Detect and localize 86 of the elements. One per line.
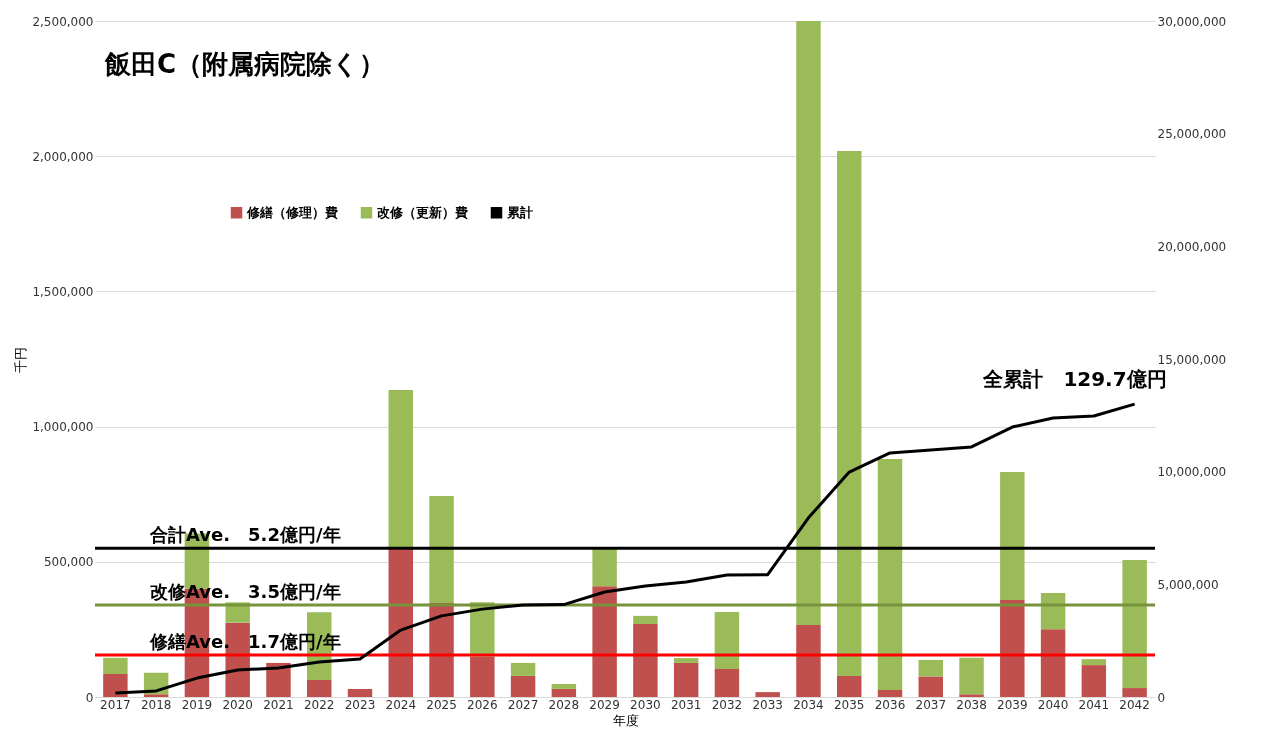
bar <box>266 662 291 697</box>
bar <box>1000 472 1025 600</box>
bar <box>388 548 413 697</box>
bar <box>959 694 984 697</box>
bar <box>429 496 454 603</box>
x-tick-label: 2031 <box>670 697 702 712</box>
y-tick-label: 0 <box>85 690 94 705</box>
y2-tick-label: 10,000,000 <box>1157 465 1227 480</box>
x-tick-label: 2027 <box>507 697 539 712</box>
bar <box>103 674 128 697</box>
x-tick-label: 2032 <box>711 697 743 712</box>
bar <box>1040 629 1066 697</box>
bar <box>633 615 658 624</box>
x-tick-label: 2017 <box>100 697 131 712</box>
x-tick-label: 2030 <box>630 697 661 712</box>
bar <box>877 689 903 697</box>
x-tick-label: 2036 <box>874 697 906 712</box>
bar <box>1122 559 1147 689</box>
x-tick-label: 2041 <box>1078 697 1110 712</box>
bar <box>959 657 984 695</box>
x-tick-label: 2028 <box>548 697 580 712</box>
bar <box>592 548 617 587</box>
x-tick-label: 2019 <box>181 697 213 712</box>
bar <box>918 659 943 677</box>
y2-tick-label: 15,000,000 <box>1157 352 1227 367</box>
x-tick-label: 2025 <box>426 697 457 712</box>
bar <box>714 668 740 697</box>
bar <box>143 694 169 697</box>
y-tick-label: 2,000,000 <box>32 149 94 164</box>
x-tick-label: 2026 <box>467 697 498 712</box>
x-tick-label: 2018 <box>140 697 172 712</box>
y2-tick-label: 30,000,000 <box>1157 14 1227 29</box>
text: 飯田C（附属病院除く） <box>104 49 386 79</box>
bar <box>551 688 577 697</box>
y-axis-title: 千円 <box>13 346 29 373</box>
legend-label: 累計 <box>506 204 533 220</box>
bar <box>1000 599 1025 697</box>
x-tick-label: 2029 <box>589 697 620 712</box>
x-tick-label: 2034 <box>793 697 824 712</box>
legend-label: 修繕（修理）費 <box>246 204 338 220</box>
x-tick-label: 2037 <box>915 697 947 712</box>
x-tick-label: 2040 <box>1037 697 1069 712</box>
x-tick-label: 2024 <box>385 697 417 712</box>
bar <box>103 657 128 675</box>
bar <box>633 623 658 697</box>
bar <box>551 684 577 689</box>
y-tick-label: 1,500,000 <box>32 284 94 299</box>
bar <box>510 662 536 676</box>
bar <box>1081 665 1107 697</box>
bar <box>714 612 740 669</box>
x-tick-label: 2038 <box>956 697 987 712</box>
bar <box>877 459 903 690</box>
bar <box>673 662 699 697</box>
x-tick-label: 2035 <box>833 697 865 712</box>
x-tick-label: 2042 <box>1119 697 1150 712</box>
bar <box>918 676 943 697</box>
y-tick-label: 500,000 <box>43 555 94 570</box>
bar <box>837 675 862 697</box>
legend-label: 改修（更新）費 <box>377 204 468 220</box>
bar <box>388 390 413 549</box>
y-tick-label: 1,000,000 <box>32 420 94 435</box>
bar <box>673 658 699 663</box>
bar <box>796 625 821 697</box>
x-tick-label: 2023 <box>344 697 376 712</box>
bar <box>347 688 373 697</box>
bar <box>307 679 332 697</box>
bar <box>510 675 536 697</box>
ref-line-label: 合計Ave. 5.2億円/年 <box>149 524 341 546</box>
x-axis-title: 年度 <box>612 712 639 728</box>
bar <box>470 656 495 697</box>
x-tick-label: 2039 <box>997 697 1028 712</box>
bar <box>755 692 780 697</box>
x-tick-label: 2020 <box>222 697 253 712</box>
bar <box>1122 688 1147 697</box>
y2-tick-label: 0 <box>1157 690 1166 705</box>
y-tick-label: 2,500,000 <box>32 14 94 29</box>
bar <box>837 151 862 676</box>
x-tick-label: 2021 <box>263 697 294 712</box>
bar <box>1081 659 1107 666</box>
y2-tick-label: 25,000,000 <box>1157 127 1227 142</box>
annotation: 全累計 129.7億円 <box>982 367 1167 391</box>
x-tick-label: 2033 <box>752 697 783 712</box>
y2-tick-label: 20,000,000 <box>1157 239 1227 254</box>
y2-tick-label: 5,000,000 <box>1157 577 1219 592</box>
x-tick-label: 2022 <box>303 697 335 712</box>
bar <box>796 21 821 626</box>
